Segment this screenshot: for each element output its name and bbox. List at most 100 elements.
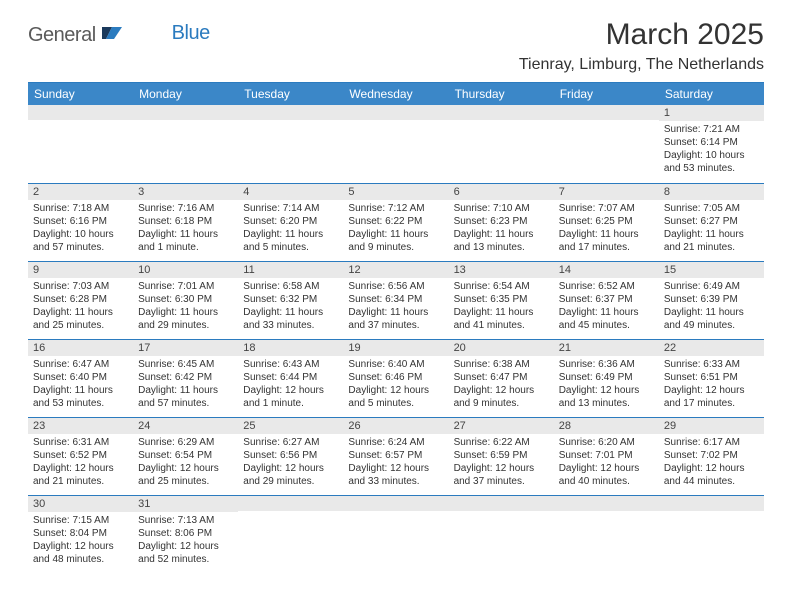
day-number: [238, 105, 343, 120]
day-details: Sunrise: 6:54 AMSunset: 6:35 PMDaylight:…: [449, 278, 554, 335]
day-number: 1: [659, 105, 764, 121]
day-detail-line: Daylight: 12 hours and 40 minutes.: [559, 462, 654, 488]
weekday-header: Tuesday: [238, 83, 343, 106]
day-number: [449, 496, 554, 511]
calendar-day-cell: [238, 495, 343, 573]
calendar-day-cell: 23Sunrise: 6:31 AMSunset: 6:52 PMDayligh…: [28, 417, 133, 495]
day-details: Sunrise: 7:07 AMSunset: 6:25 PMDaylight:…: [554, 200, 659, 257]
day-detail-line: Sunset: 6:59 PM: [454, 449, 549, 462]
calendar-day-cell: 8Sunrise: 7:05 AMSunset: 6:27 PMDaylight…: [659, 183, 764, 261]
day-detail-line: Daylight: 11 hours and 45 minutes.: [559, 306, 654, 332]
day-detail-line: Sunrise: 7:01 AM: [138, 280, 233, 293]
day-detail-line: Sunset: 8:06 PM: [138, 527, 233, 540]
day-detail-line: Daylight: 12 hours and 17 minutes.: [664, 384, 759, 410]
day-detail-line: Sunrise: 6:20 AM: [559, 436, 654, 449]
location-text: Tienray, Limburg, The Netherlands: [519, 56, 764, 74]
day-detail-line: Daylight: 12 hours and 13 minutes.: [559, 384, 654, 410]
day-detail-line: Daylight: 11 hours and 1 minute.: [138, 228, 233, 254]
day-number: 16: [28, 340, 133, 356]
calendar-day-cell: 29Sunrise: 6:17 AMSunset: 7:02 PMDayligh…: [659, 417, 764, 495]
weekday-header: Friday: [554, 83, 659, 106]
day-detail-line: Sunrise: 6:29 AM: [138, 436, 233, 449]
day-detail-line: Daylight: 11 hours and 41 minutes.: [454, 306, 549, 332]
day-number: 23: [28, 418, 133, 434]
calendar-day-cell: [133, 105, 238, 183]
calendar-week-row: 9Sunrise: 7:03 AMSunset: 6:28 PMDaylight…: [28, 261, 764, 339]
day-detail-line: Sunrise: 6:58 AM: [243, 280, 338, 293]
weekday-header: Monday: [133, 83, 238, 106]
day-details: Sunrise: 7:12 AMSunset: 6:22 PMDaylight:…: [343, 200, 448, 257]
calendar-day-cell: [554, 495, 659, 573]
day-number: 9: [28, 262, 133, 278]
day-detail-line: Daylight: 11 hours and 49 minutes.: [664, 306, 759, 332]
flag-icon: [102, 25, 124, 46]
day-number: [343, 105, 448, 120]
day-detail-line: Sunset: 6:23 PM: [454, 215, 549, 228]
day-number: 26: [343, 418, 448, 434]
day-detail-line: Sunrise: 6:40 AM: [348, 358, 443, 371]
day-number: 28: [554, 418, 659, 434]
calendar-day-cell: 11Sunrise: 6:58 AMSunset: 6:32 PMDayligh…: [238, 261, 343, 339]
day-details: Sunrise: 6:31 AMSunset: 6:52 PMDaylight:…: [28, 434, 133, 491]
day-details: Sunrise: 6:24 AMSunset: 6:57 PMDaylight:…: [343, 434, 448, 491]
calendar-day-cell: 28Sunrise: 6:20 AMSunset: 7:01 PMDayligh…: [554, 417, 659, 495]
day-detail-line: Daylight: 11 hours and 33 minutes.: [243, 306, 338, 332]
day-detail-line: Sunset: 6:16 PM: [33, 215, 128, 228]
day-details: Sunrise: 6:36 AMSunset: 6:49 PMDaylight:…: [554, 356, 659, 413]
calendar-day-cell: 16Sunrise: 6:47 AMSunset: 6:40 PMDayligh…: [28, 339, 133, 417]
day-detail-line: Sunset: 6:51 PM: [664, 371, 759, 384]
day-detail-line: Sunrise: 6:27 AM: [243, 436, 338, 449]
calendar-day-cell: 5Sunrise: 7:12 AMSunset: 6:22 PMDaylight…: [343, 183, 448, 261]
day-detail-line: Sunrise: 6:31 AM: [33, 436, 128, 449]
calendar-day-cell: [343, 495, 448, 573]
day-number: 12: [343, 262, 448, 278]
day-detail-line: Sunrise: 6:22 AM: [454, 436, 549, 449]
weekday-header: Thursday: [449, 83, 554, 106]
day-details: Sunrise: 7:16 AMSunset: 6:18 PMDaylight:…: [133, 200, 238, 257]
day-detail-line: Sunrise: 7:12 AM: [348, 202, 443, 215]
day-detail-line: Daylight: 12 hours and 5 minutes.: [348, 384, 443, 410]
day-details: Sunrise: 6:22 AMSunset: 6:59 PMDaylight:…: [449, 434, 554, 491]
day-detail-line: Daylight: 12 hours and 29 minutes.: [243, 462, 338, 488]
day-details: Sunrise: 6:49 AMSunset: 6:39 PMDaylight:…: [659, 278, 764, 335]
weekday-header-row: Sunday Monday Tuesday Wednesday Thursday…: [28, 83, 764, 106]
day-number: 25: [238, 418, 343, 434]
day-number: 21: [554, 340, 659, 356]
day-detail-line: Sunset: 7:01 PM: [559, 449, 654, 462]
day-detail-line: Sunrise: 6:24 AM: [348, 436, 443, 449]
day-detail-line: Daylight: 12 hours and 33 minutes.: [348, 462, 443, 488]
day-detail-line: Sunset: 7:02 PM: [664, 449, 759, 462]
day-detail-line: Sunset: 6:18 PM: [138, 215, 233, 228]
day-detail-line: Daylight: 10 hours and 57 minutes.: [33, 228, 128, 254]
day-number: [28, 105, 133, 120]
calendar-week-row: 23Sunrise: 6:31 AMSunset: 6:52 PMDayligh…: [28, 417, 764, 495]
day-number: 7: [554, 184, 659, 200]
day-detail-line: Sunrise: 7:07 AM: [559, 202, 654, 215]
calendar-day-cell: 12Sunrise: 6:56 AMSunset: 6:34 PMDayligh…: [343, 261, 448, 339]
day-details: Sunrise: 7:21 AMSunset: 6:14 PMDaylight:…: [659, 121, 764, 178]
day-details: Sunrise: 6:52 AMSunset: 6:37 PMDaylight:…: [554, 278, 659, 335]
day-number: 8: [659, 184, 764, 200]
calendar-day-cell: [343, 105, 448, 183]
day-details: Sunrise: 6:56 AMSunset: 6:34 PMDaylight:…: [343, 278, 448, 335]
calendar-day-cell: 19Sunrise: 6:40 AMSunset: 6:46 PMDayligh…: [343, 339, 448, 417]
day-detail-line: Daylight: 11 hours and 53 minutes.: [33, 384, 128, 410]
day-detail-line: Sunset: 6:46 PM: [348, 371, 443, 384]
day-number: 14: [554, 262, 659, 278]
day-number: 15: [659, 262, 764, 278]
day-number: 18: [238, 340, 343, 356]
day-detail-line: Sunset: 6:57 PM: [348, 449, 443, 462]
calendar-week-row: 2Sunrise: 7:18 AMSunset: 6:16 PMDaylight…: [28, 183, 764, 261]
day-details: Sunrise: 6:17 AMSunset: 7:02 PMDaylight:…: [659, 434, 764, 491]
day-details: Sunrise: 6:20 AMSunset: 7:01 PMDaylight:…: [554, 434, 659, 491]
day-details: Sunrise: 7:05 AMSunset: 6:27 PMDaylight:…: [659, 200, 764, 257]
day-detail-line: Sunset: 8:04 PM: [33, 527, 128, 540]
day-details: Sunrise: 7:10 AMSunset: 6:23 PMDaylight:…: [449, 200, 554, 257]
calendar-day-cell: 22Sunrise: 6:33 AMSunset: 6:51 PMDayligh…: [659, 339, 764, 417]
day-detail-line: Sunset: 6:35 PM: [454, 293, 549, 306]
day-number: 30: [28, 496, 133, 512]
calendar-day-cell: [238, 105, 343, 183]
day-details: Sunrise: 6:40 AMSunset: 6:46 PMDaylight:…: [343, 356, 448, 413]
day-detail-line: Sunset: 6:27 PM: [664, 215, 759, 228]
day-detail-line: Sunset: 6:47 PM: [454, 371, 549, 384]
